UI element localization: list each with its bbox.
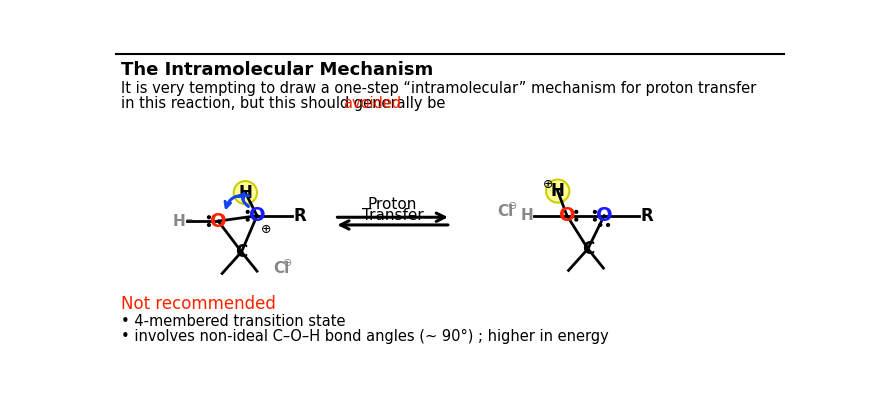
Text: H: H [239,184,252,201]
Text: Cl: Cl [274,260,289,275]
Circle shape [574,211,577,213]
Circle shape [593,218,595,221]
Text: Cl: Cl [496,204,512,219]
Text: C: C [581,240,594,258]
Circle shape [207,224,210,226]
Text: O: O [248,206,265,225]
Text: –: – [186,214,192,228]
Text: C: C [235,243,247,261]
Ellipse shape [545,179,568,203]
Circle shape [207,216,210,219]
Text: ⊖: ⊖ [283,257,292,268]
Text: The Intramolecular Mechanism: The Intramolecular Mechanism [120,61,432,79]
Text: • 4-membered transition state: • 4-membered transition state [120,314,345,329]
Text: R: R [640,207,652,225]
Circle shape [246,218,249,221]
Text: ⊖: ⊖ [508,201,517,212]
Text: O: O [595,206,612,225]
Text: Not recommended: Not recommended [120,295,275,313]
Text: H: H [519,208,532,223]
Text: ⊕: ⊕ [543,178,553,191]
Text: O: O [210,212,226,231]
Text: R: R [293,207,306,225]
Circle shape [246,211,249,213]
Text: Proton: Proton [367,196,417,212]
Text: in this reaction, but this should generally be: in this reaction, but this should genera… [120,97,449,111]
Text: Transfer: Transfer [361,208,423,223]
Text: It is very tempting to draw a one-step “intramolecular” mechanism for proton tra: It is very tempting to draw a one-step “… [120,81,755,96]
Circle shape [593,211,595,213]
Text: • involves non-ideal C–O–H bond angles (∼ 90°) ; higher in energy: • involves non-ideal C–O–H bond angles (… [120,329,608,344]
Ellipse shape [233,181,257,204]
Text: H: H [550,182,564,200]
Text: avoided: avoided [343,97,401,111]
Text: H: H [173,214,186,229]
Circle shape [598,224,601,226]
Circle shape [574,218,577,221]
Circle shape [606,224,609,226]
Text: O: O [558,206,574,225]
Text: ⊕: ⊕ [260,223,271,236]
